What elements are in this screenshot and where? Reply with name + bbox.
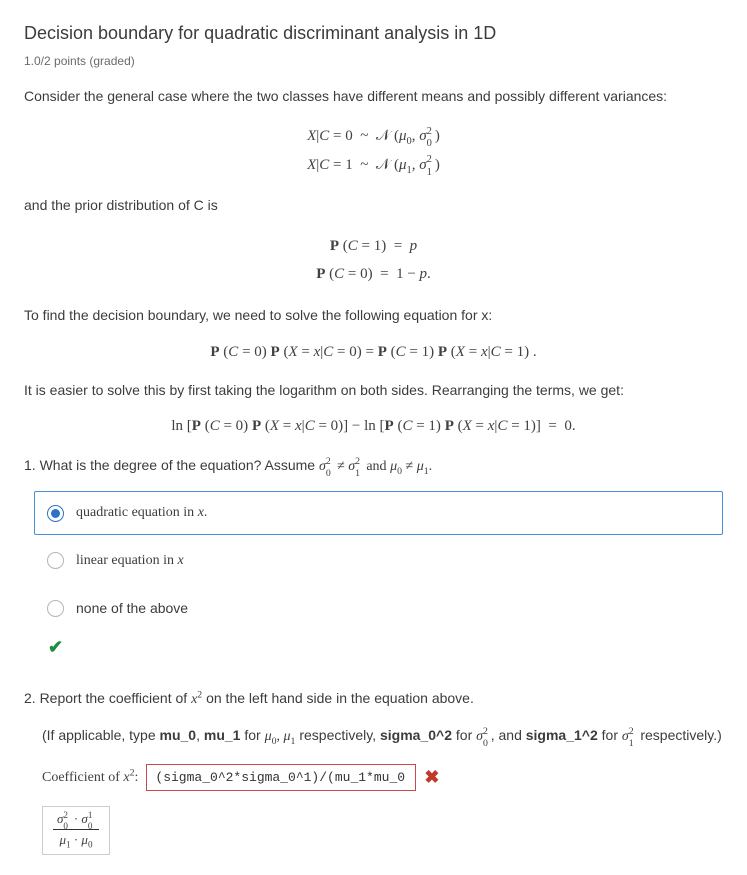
option-label: linear equation in x [76, 550, 184, 572]
option-none[interactable]: none of the above [34, 587, 723, 631]
q1-prompt: 1. What is the degree of the equation? A… [24, 455, 723, 478]
q2-hint: (If applicable, type mu_0, mu_1 for μ0, … [24, 725, 723, 748]
option-label: quadratic equation in x. [76, 502, 207, 524]
prior-text: and the prior distribution of C is [24, 195, 723, 218]
boundary-intro: To find the decision boundary, we need t… [24, 305, 723, 327]
distribution-equations: X|C = 0 ~ 𝒩 (μ0, σ20) X|C = 1 ~ 𝒩 (μ1, σ… [24, 122, 723, 179]
coefficient-row: Coefficient of x2: ✖ [24, 764, 723, 792]
intro-paragraph: Consider the general case where the two … [24, 86, 723, 108]
radio-icon [47, 552, 64, 569]
log-equation: ln [P (C = 0) P (X = x|C = 0)] − ln [P (… [24, 415, 723, 438]
log-text: It is easier to solve this by first taki… [24, 380, 723, 402]
boundary-equation: P (C = 0) P (X = x|C = 0) = P (C = 1) P … [24, 341, 723, 364]
radio-icon [47, 505, 64, 522]
correct-icon: ✔ [34, 634, 723, 662]
prior-equations: P (C = 1) = p P (C = 0) = 1 − p. [24, 232, 723, 289]
page-title: Decision boundary for quadratic discrimi… [24, 20, 723, 48]
coefficient-label: Coefficient of x2: [42, 767, 138, 789]
coefficient-input[interactable] [146, 764, 416, 791]
points-label: 1.0/2 points (graded) [24, 52, 723, 71]
option-quadratic[interactable]: quadratic equation in x. [34, 491, 723, 535]
option-linear[interactable]: linear equation in x [34, 539, 723, 583]
parsed-formula: σ20 · σ10 μ1 · μ0 [42, 806, 110, 855]
option-label: none of the above [76, 598, 188, 620]
radio-icon [47, 600, 64, 617]
q1-options: quadratic equation in x. linear equation… [24, 491, 723, 662]
incorrect-icon: ✖ [424, 764, 439, 792]
q2-prompt: 2. Report the coefficient of x2 on the l… [24, 688, 723, 711]
